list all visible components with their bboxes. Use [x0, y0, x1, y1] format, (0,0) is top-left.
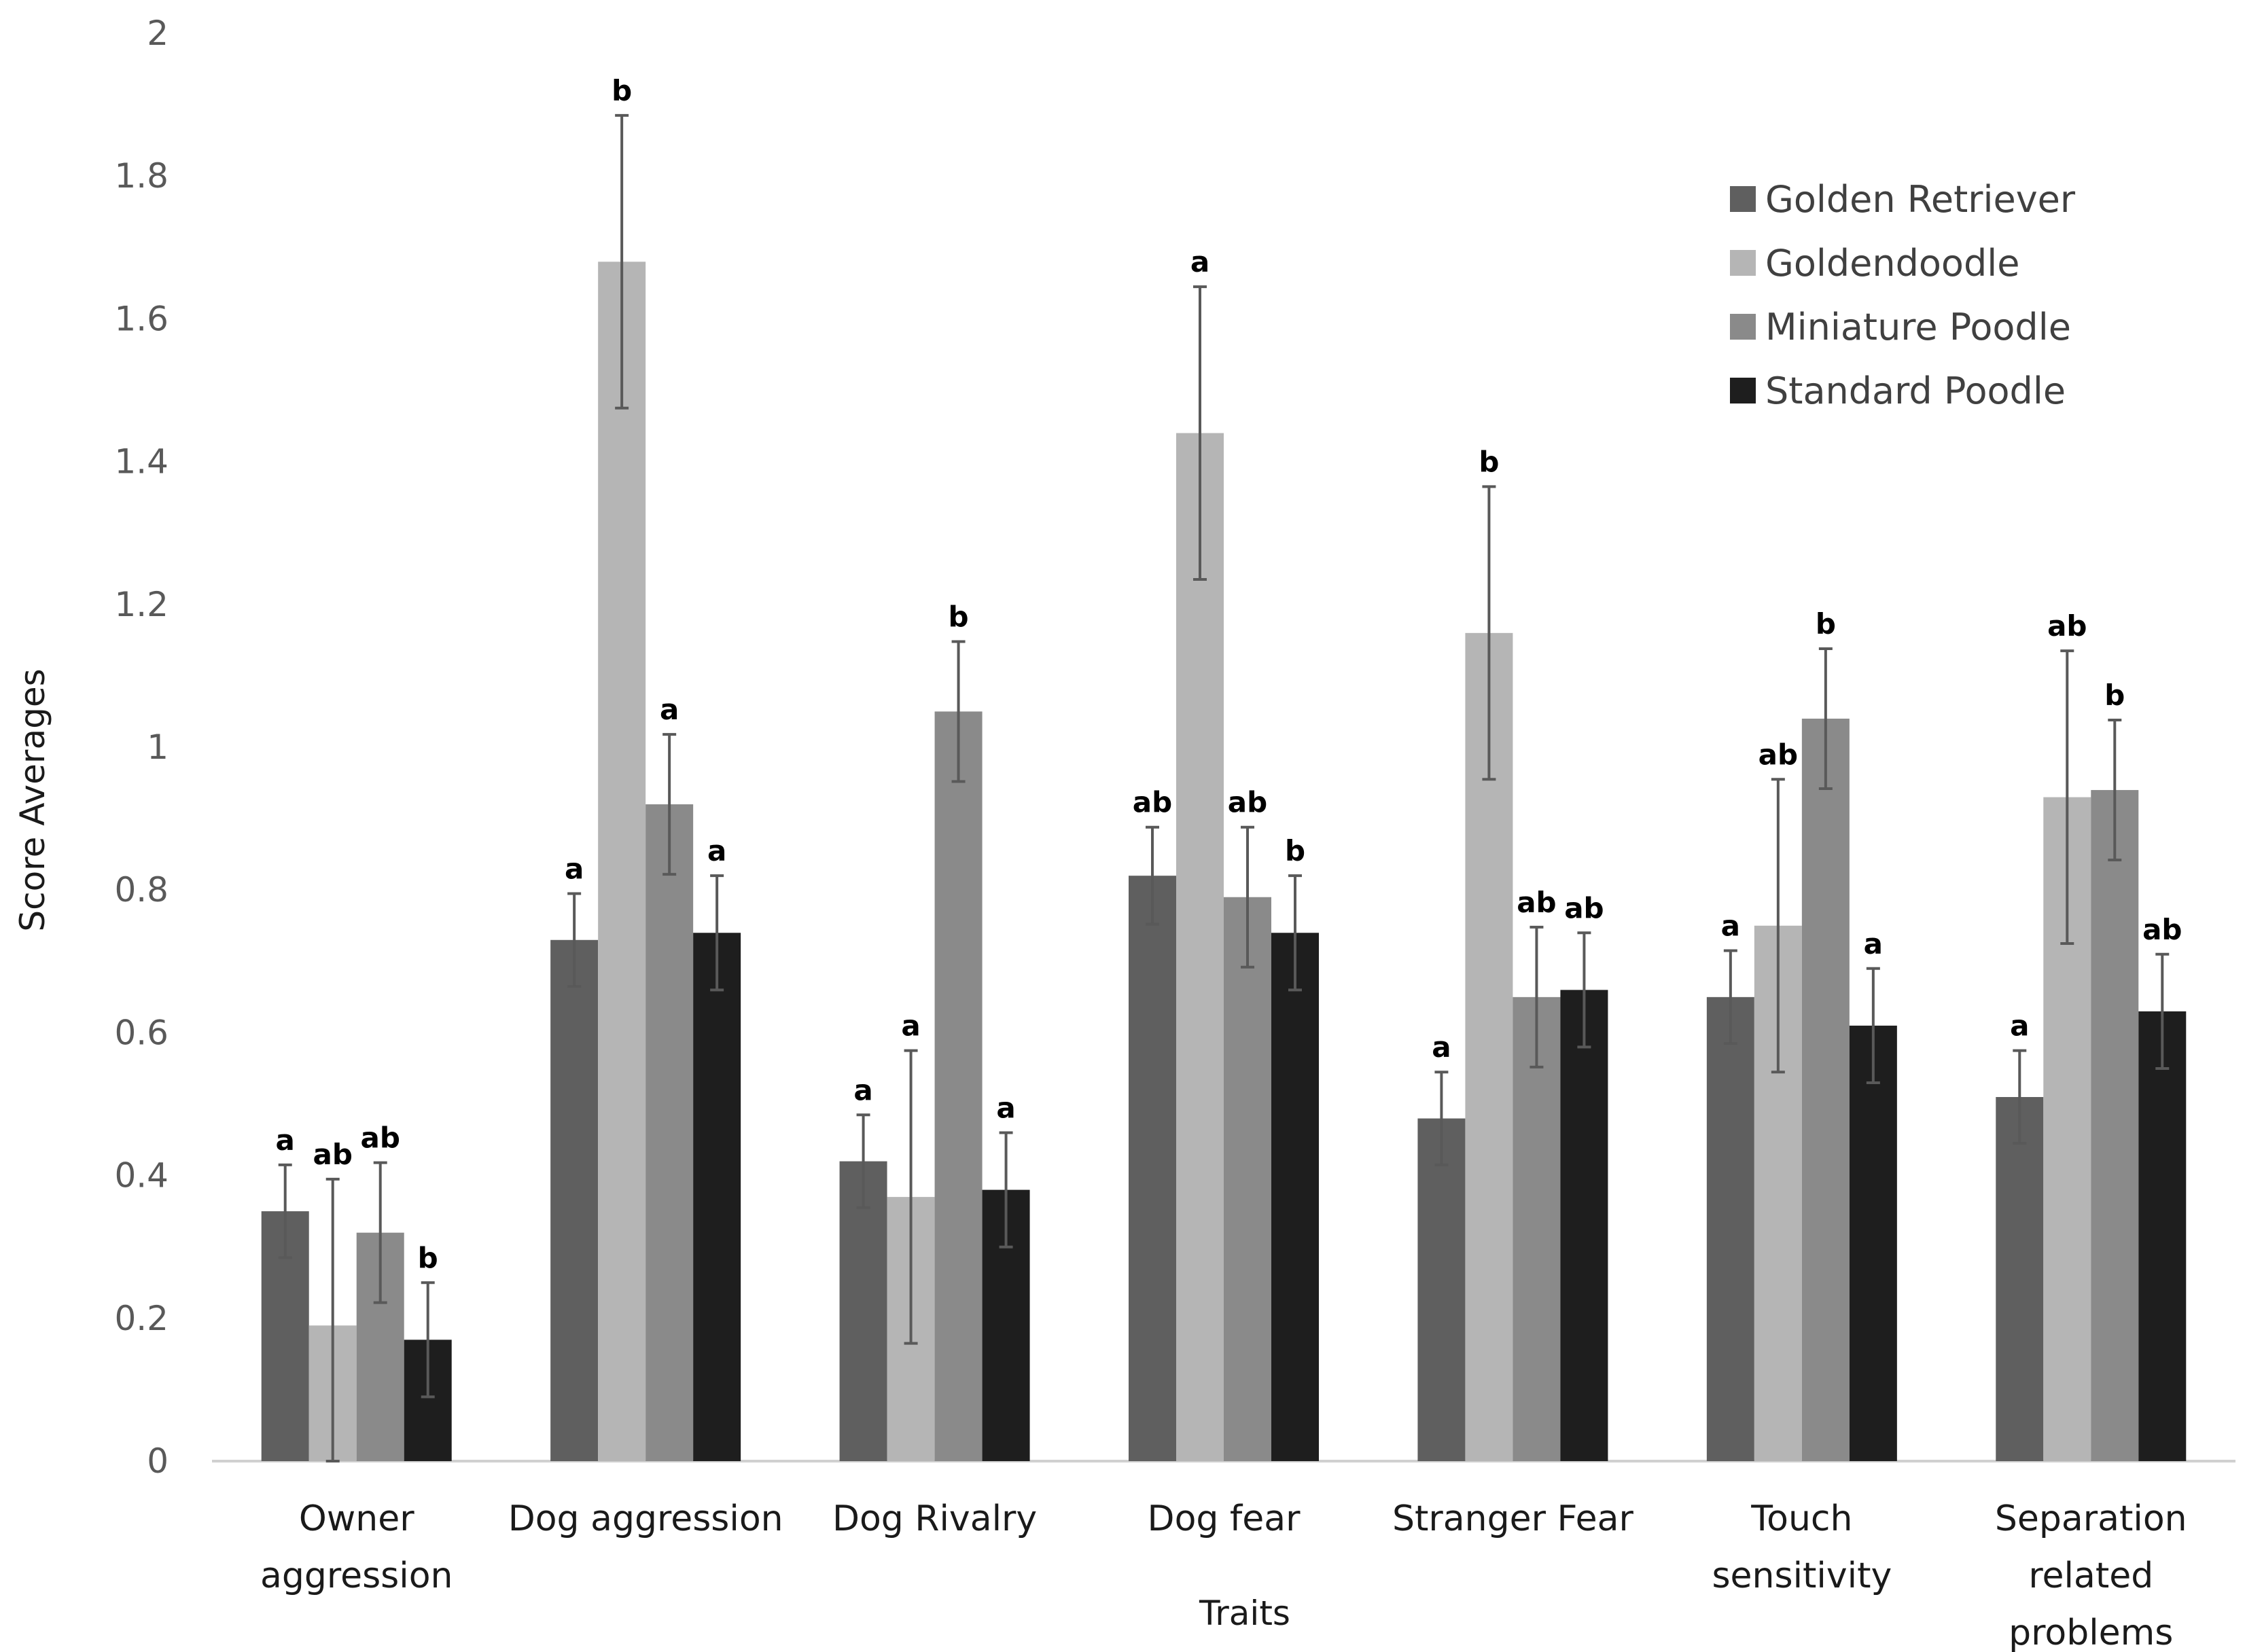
significance-label: ab [1517, 886, 1556, 919]
bar [1706, 996, 1754, 1461]
bar [1560, 990, 1608, 1461]
significance-label: a [707, 834, 726, 867]
y-axis-title: Score Averages [13, 668, 52, 931]
legend-swatch [1730, 186, 1756, 212]
significance-label: ab [361, 1121, 400, 1155]
significance-label: a [996, 1092, 1015, 1125]
bar [1224, 897, 1271, 1461]
x-tick-label: Dog fear [1148, 1498, 1301, 1539]
y-tick-label: 1.4 [114, 442, 169, 482]
x-tick-label: aggression [260, 1556, 453, 1596]
significance-label: ab [1228, 786, 1267, 819]
bar [1176, 433, 1224, 1461]
significance-label: ab [1133, 786, 1172, 819]
x-tick-label: Stranger Fear [1392, 1498, 1633, 1539]
y-tick-label: 0.2 [114, 1299, 169, 1338]
bar [1996, 1096, 2044, 1461]
y-tick-label: 0.6 [114, 1013, 169, 1052]
significance-label: a [1721, 910, 1740, 943]
significance-label: b [2104, 679, 2125, 712]
significance-label: ab [2047, 609, 2087, 643]
bar [550, 939, 599, 1461]
significance-label: a [276, 1124, 295, 1157]
bar [934, 711, 983, 1461]
significance-label: a [660, 693, 679, 726]
significance-label: a [2010, 1009, 2029, 1043]
bar [2091, 790, 2139, 1461]
legend: Golden Retriever Goldendoodle Miniature Po… [1730, 178, 2076, 412]
y-tick-label: 0.4 [114, 1156, 169, 1196]
y-tick-label: 1 [147, 728, 169, 767]
significance-label: a [901, 1009, 920, 1043]
legend-swatch [1730, 378, 1756, 403]
significance-label: b [949, 600, 969, 633]
significance-label: b [1285, 834, 1305, 867]
x-tick-label: Separation [1995, 1498, 2187, 1539]
y-tick-label: 2 [147, 14, 169, 53]
y-tick-label: 1.2 [114, 585, 169, 624]
bar [1417, 1118, 1466, 1461]
x-tick-label: Touch [1750, 1498, 1852, 1539]
x-tick-label: problems [2009, 1613, 2173, 1652]
legend-swatch [1730, 314, 1756, 340]
y-tick-label: 1.6 [114, 299, 169, 338]
bar [839, 1161, 887, 1461]
significance-label: b [1479, 445, 1499, 478]
significance-label: ab [313, 1138, 353, 1171]
significance-label: ab [2142, 913, 2182, 946]
y-tick-label: 1.8 [114, 156, 169, 196]
significance-label: ab [1758, 738, 1798, 771]
bar [598, 262, 646, 1461]
significance-label: a [1432, 1030, 1451, 1064]
x-tick-label: Dog aggression [508, 1498, 783, 1539]
significance-label: b [1816, 607, 1836, 641]
significance-label: a [1864, 927, 1883, 960]
legend-label: Miniature Poodle [1765, 306, 2071, 348]
y-tick-label: 0 [147, 1441, 169, 1481]
significance-label: a [565, 852, 584, 885]
bar [1271, 933, 1319, 1461]
x-axis-title: Traits [1199, 1594, 1290, 1633]
bar [1129, 876, 1176, 1461]
x-tick-label: related [2028, 1556, 2153, 1596]
legend-label: Golden Retriever [1765, 178, 2076, 221]
significance-label: a [853, 1073, 872, 1107]
significance-label: a [1190, 245, 1209, 279]
significance-label: b [612, 74, 632, 107]
x-axis: Owner aggression Dog aggression Dog Rivalry… [260, 1498, 2187, 1652]
x-tick-label: Dog Rivalry [832, 1498, 1037, 1539]
legend-swatch [1730, 250, 1756, 276]
bar [1849, 1025, 1897, 1461]
x-tick-label: sensitivity [1712, 1556, 1892, 1596]
bar [1513, 996, 1561, 1461]
bar [2138, 1011, 2187, 1461]
significance-label: ab [1564, 891, 1604, 924]
y-tick-label: 0.8 [114, 870, 169, 910]
x-tick-label: Owner [299, 1498, 414, 1539]
significance-label: b [418, 1241, 438, 1274]
legend-label: Goldendoodle [1765, 242, 2019, 285]
bar [693, 933, 741, 1461]
y-axis: 0 0.2 0.4 0.6 0.8 1 1.2 1.4 1.6 1.8 2 [114, 14, 169, 1481]
bar [1801, 718, 1850, 1461]
legend-label: Standard Poodle [1765, 370, 2066, 412]
bar [646, 804, 694, 1461]
